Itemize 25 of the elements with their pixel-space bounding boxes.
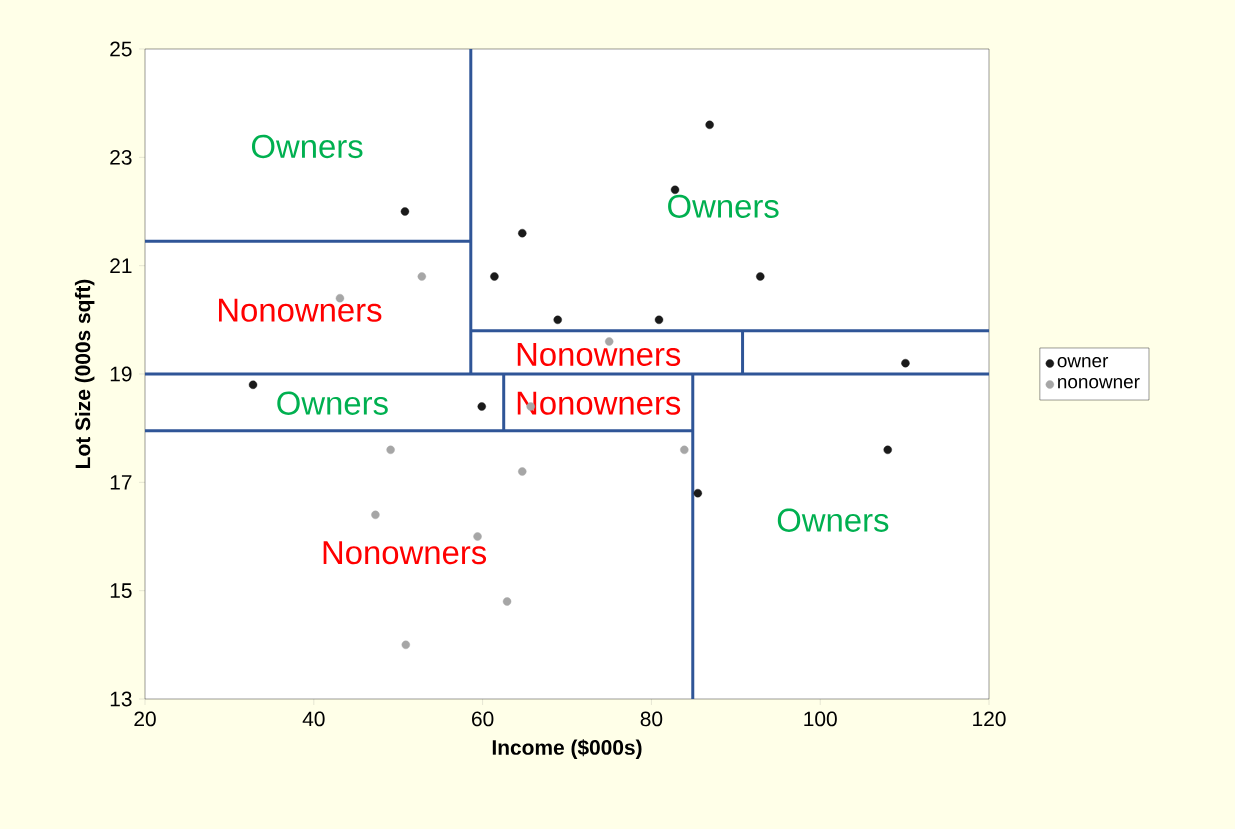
- x-axis-title: Income ($000s): [492, 739, 642, 760]
- x-tick-label: 100: [804, 711, 837, 727]
- annotation: Owners: [668, 194, 779, 218]
- x-tick-label: 40: [302, 711, 325, 727]
- annotation: Nonowners: [517, 343, 681, 366]
- annotation: Nonowners: [323, 541, 487, 565]
- y-tick-label: 15: [110, 583, 132, 598]
- y-axis-title: Lot Size (000s sqft): [74, 279, 95, 468]
- legend-label: owner: [1057, 356, 1109, 368]
- x-tick-label: 120: [973, 711, 1006, 727]
- y-tick-label: 19: [110, 366, 132, 382]
- annotation: Nonowners: [517, 391, 681, 415]
- y-tick-label: 23: [110, 149, 132, 165]
- annotation: Owners: [277, 391, 388, 415]
- x-tick-label: 20: [134, 711, 156, 727]
- x-tick-label: 80: [640, 711, 663, 727]
- annotation: Owners: [777, 508, 889, 532]
- y-tick-label: 21: [110, 258, 132, 273]
- y-tick-label: 17: [110, 475, 132, 490]
- annotation: Nonowners: [219, 298, 382, 322]
- y-tick-label: 25: [110, 41, 132, 57]
- legend-label: nonowner: [1058, 377, 1140, 389]
- y-tick-label: 13: [110, 691, 132, 707]
- annotation: Owners: [251, 134, 363, 159]
- x-tick-label: 60: [472, 711, 494, 727]
